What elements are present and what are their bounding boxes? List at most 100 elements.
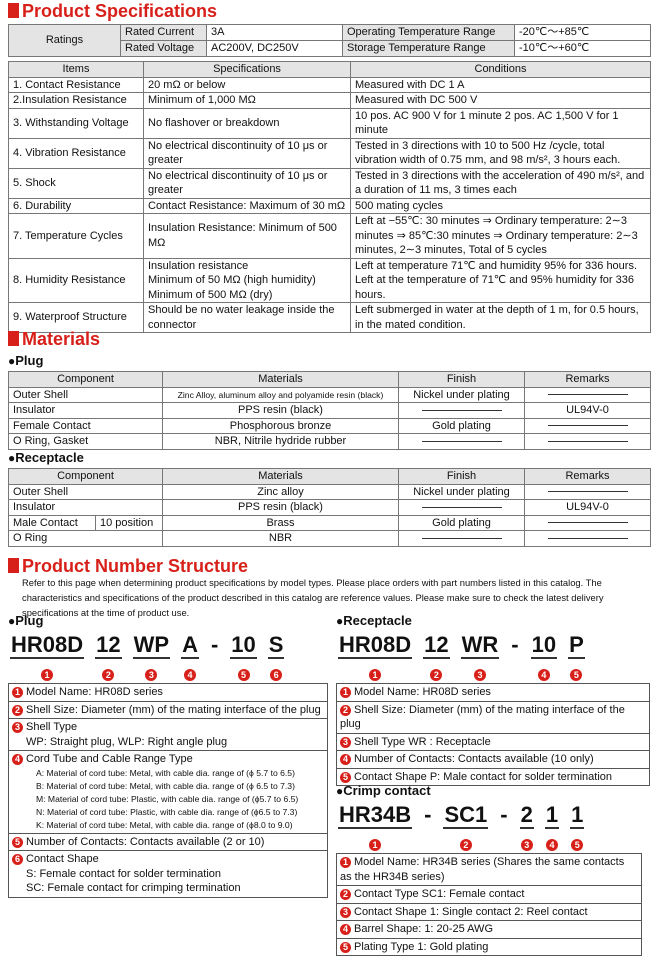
part-code: - [500,802,508,827]
materials-row: Outer Shell Zinc Alloy, aluminum alloy an… [8,386,651,403]
materials-row: Outer Shell Zinc alloy Nickel under platin… [8,483,651,500]
header-cell: Specifications [143,61,351,78]
finish-cell [398,433,525,450]
section-heading: Product Number Structure [8,555,248,577]
spec-cell: Should be no water leakage inside the co… [143,302,351,333]
spec-cell: Measured with DC 1 A [350,76,651,93]
subheading: Receptacle [8,450,84,465]
legend-subline: WP: Straight plug, WLP: Right angle plug [26,735,228,748]
part-code: 12 [95,632,122,659]
dash-line [547,491,628,493]
materials-row: Male Contact 10 position Brass Gold plating [8,514,651,531]
spec-cell: Left at temperature 71℃ and humidity 95%… [350,257,651,303]
spec-cell: 3. Withstanding Voltage [8,107,144,139]
part-code: - [511,632,519,657]
legend-text: Contact Shape 1: Single contact 2: Reel … [354,905,588,918]
part: HR08D 1 [338,633,413,681]
dash-line [421,409,502,411]
legend-box: 1 Model Name: HR08D series 2 Shell Size: Di… [8,683,328,898]
legend-number: 1 [340,687,351,698]
finish-cell [398,499,525,516]
legend-number: 1 [340,857,351,868]
part-code: SC1 [443,802,489,829]
legend-number: 5 [340,941,351,953]
part-number-marker: 4 [184,669,197,681]
legend-subline: S: Female contact for solder termination [26,867,222,880]
material-cell: PPS resin (black) [162,402,399,419]
materials-row: Insulator PPS resin (black) UL94V-0 [8,499,651,516]
materials-row: Insulator PPS resin (black) UL94V-0 [8,402,651,419]
part-number-marker: 4 [537,669,550,681]
finish-cell: Nickel under plating [398,386,525,403]
legend-item: 6 Contact Shape S: Female contact for sold… [9,851,327,897]
dash-line [547,537,628,539]
part: SC1 2 [443,802,489,851]
material-cell: NBR [162,530,399,547]
spec-cell: No electrical discontinuity of 10 μs or … [143,167,351,199]
part: HR34B 1 [338,802,413,851]
header-cell: Remarks [524,468,651,485]
part-code: S [267,632,285,659]
spec-row: 4. Vibration Resistance No electrical dis… [8,137,651,169]
component-cell: Insulator [8,402,163,419]
dash-line [547,522,628,524]
finish-cell: Nickel under plating [398,483,525,500]
spec-row: 6. Durability Contact Resistance: Maximum… [8,197,651,214]
legend-text: Shell Type WR : Receptacle [354,735,491,748]
finish-cell [398,402,525,419]
legend-text: Model Name: HR34B series (Shares the sam… [340,856,625,883]
legend-text: Cord Tube and Cable Range Type [26,753,193,765]
ratings-cell: AC200V, DC250V [206,40,343,57]
ratings-cell: -10℃～+60℃ [514,40,651,57]
legend-item: 4 Cord Tube and Cable Range Type A: Materi… [9,751,327,834]
specifications-section: Product Specifications Ratings Rated Curre… [0,0,658,333]
part: - [210,633,219,657]
legend-number: 6 [12,854,23,865]
part-code: 1 [544,802,560,829]
spec-cell: 20 mΩ or below [143,76,351,93]
part-number-marker: 5 [571,839,584,851]
legend-text: Shell Type [26,721,78,733]
header-cell: Items [8,61,144,78]
specifications-table: Items Specifications Conditions 1. Contact … [8,61,651,333]
part-code: HR34B [338,802,413,829]
ratings-cell: Rated Voltage [120,40,207,57]
material-cell: Phosphorous bronze [162,417,399,434]
subheading: Crimp contact [336,783,430,798]
plug-materials-table: Component Materials Finish Remarks Outer She… [8,371,651,450]
ratings-cell: -20℃～+85℃ [514,24,651,41]
spec-cell: No electrical discontinuity of 10 μs or … [143,137,351,169]
component-cell: Female Contact [8,417,163,434]
spec-cell: Contact Resistance: Maximum of 30 mΩ [143,197,351,214]
finish-cell [398,530,525,547]
section-heading: Materials [8,328,100,350]
part-code: - [210,632,219,657]
spec-cell: Insulation resistance Minimum of 50 MΩ (… [143,257,351,303]
spec-cell: Tested in 3 directions with 10 to 500 Hz… [350,137,651,169]
part-number-marker: 5 [570,669,583,681]
ratings-row: Rated Voltage AC200V, DC250V Storage Tempe… [9,40,651,57]
legend-number: 3 [12,722,23,733]
spec-cell: 10 pos. AC 900 V for 1 minute 2 pos. AC … [350,107,651,139]
material-cell: Zinc Alloy, aluminum alloy and polyamide… [162,386,399,403]
legend-subline: N: Material of cord tube: Plastic, with … [36,806,298,817]
spec-cell: Tested in 3 directions with the accelera… [350,167,651,199]
legend-item: 5 Plating Type 1: Gold plating [337,939,641,956]
part-number: HR08D 1 12 2 WP 3 A 4-10 5 S 6 [10,633,295,681]
part-code: 2 [519,802,534,829]
ratings-cell: Rated Current [120,24,207,41]
spec-row: 3. Withstanding Voltage No flashover or b… [8,107,651,139]
remarks-cell: UL94V-0 [524,402,651,419]
dash-line [547,425,628,427]
spec-cell: 5. Shock [8,167,144,199]
legend-number: 4 [340,754,351,765]
legend-item: 3 Shell Type WP: Straight plug, WLP: Right… [9,719,327,751]
legend-subline: M: Material of cord tube: Plastic, with … [36,793,299,804]
part: - [510,633,519,657]
part-code: A [181,632,199,659]
legend-number: 2 [340,704,351,716]
